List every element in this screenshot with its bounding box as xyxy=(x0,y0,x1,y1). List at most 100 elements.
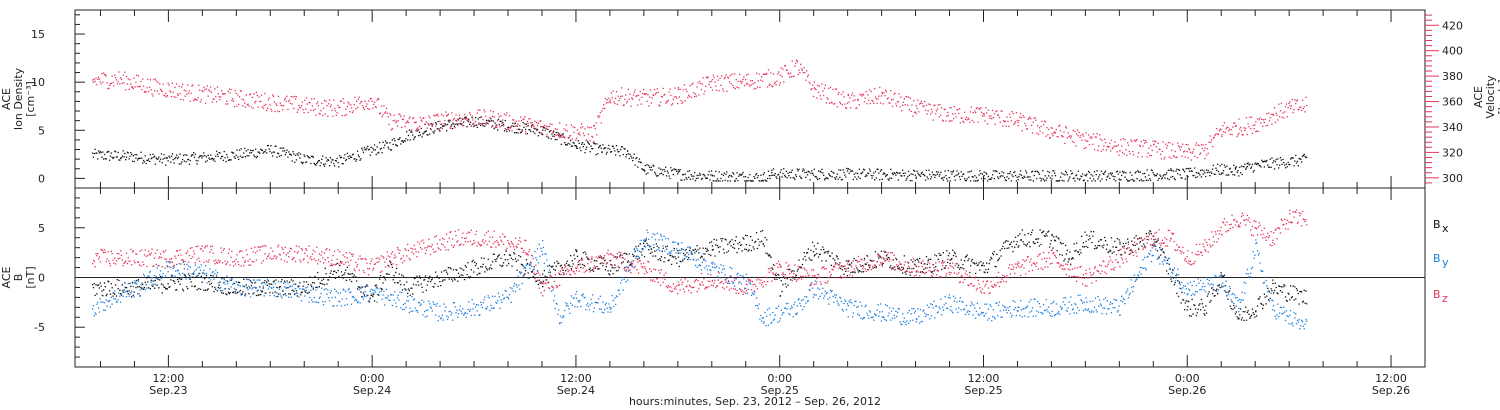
data-point xyxy=(768,84,770,86)
data-point xyxy=(1291,98,1293,101)
data-point xyxy=(149,270,151,272)
data-point xyxy=(408,129,410,131)
data-point xyxy=(293,107,295,110)
data-point xyxy=(1037,133,1040,136)
data-point xyxy=(256,94,258,97)
data-point xyxy=(485,115,487,117)
data-point xyxy=(109,82,112,85)
data-point xyxy=(909,97,911,99)
data-point xyxy=(101,290,103,292)
data-point xyxy=(633,91,635,93)
data-point xyxy=(1237,170,1239,172)
data-point xyxy=(464,118,466,120)
data-point xyxy=(973,262,975,264)
data-point xyxy=(644,240,646,242)
data-point xyxy=(1247,162,1249,164)
data-point xyxy=(177,280,179,283)
data-point xyxy=(1298,157,1300,160)
data-point xyxy=(975,107,978,109)
data-point xyxy=(799,72,801,74)
data-point xyxy=(558,262,560,264)
data-point xyxy=(646,164,648,166)
data-point xyxy=(884,95,886,97)
data-point xyxy=(393,138,395,140)
data-point xyxy=(275,279,277,281)
data-point xyxy=(728,174,731,177)
data-point xyxy=(429,281,432,283)
data-point xyxy=(128,158,130,160)
data-point xyxy=(101,156,103,158)
data-point xyxy=(172,91,174,93)
data-point xyxy=(1122,172,1124,174)
data-point xyxy=(520,271,523,274)
data-point xyxy=(370,288,372,290)
data-point xyxy=(230,159,232,161)
data-point xyxy=(1274,121,1276,123)
data-point xyxy=(1105,179,1108,181)
data-point xyxy=(707,76,709,78)
data-point xyxy=(1037,238,1040,240)
data-point xyxy=(294,98,297,100)
top-left-axis-title-line: [cm⁻³] xyxy=(24,81,37,117)
data-point xyxy=(190,92,192,95)
data-point xyxy=(1166,147,1168,149)
data-point xyxy=(553,262,556,264)
data-point xyxy=(440,113,443,116)
data-point xyxy=(980,172,982,175)
data-point xyxy=(560,143,562,145)
data-point xyxy=(1228,168,1231,170)
data-point xyxy=(1051,235,1053,237)
data-point xyxy=(739,174,742,176)
data-point xyxy=(1152,235,1154,237)
data-point xyxy=(256,155,258,157)
data-point xyxy=(908,109,911,111)
data-point xyxy=(238,96,241,98)
data-point xyxy=(972,176,974,178)
data-point xyxy=(254,282,256,284)
data-point xyxy=(285,100,287,102)
data-point xyxy=(473,303,475,305)
data-point xyxy=(674,87,676,89)
data-point xyxy=(810,88,812,91)
data-point xyxy=(1229,133,1231,135)
data-point xyxy=(407,134,410,137)
data-point xyxy=(363,146,365,149)
data-point xyxy=(624,148,626,150)
data-point xyxy=(1222,172,1224,174)
data-point xyxy=(677,252,680,254)
data-point xyxy=(99,81,101,83)
data-point xyxy=(1136,243,1138,245)
data-point xyxy=(774,81,776,83)
data-point xyxy=(334,270,336,272)
data-point xyxy=(1221,134,1223,136)
data-point xyxy=(621,95,624,97)
data-point xyxy=(166,157,168,159)
data-point xyxy=(551,266,553,268)
data-point xyxy=(1076,133,1078,135)
data-point xyxy=(779,74,781,76)
data-point xyxy=(165,157,168,159)
data-point xyxy=(917,99,919,101)
data-point xyxy=(957,109,959,111)
data-point xyxy=(422,314,424,316)
data-point xyxy=(305,287,307,289)
data-point xyxy=(834,259,836,261)
data-point xyxy=(354,96,356,98)
data-point xyxy=(379,148,382,150)
data-point xyxy=(656,88,658,90)
data-point xyxy=(514,122,517,124)
data-point xyxy=(1287,292,1289,294)
data-point xyxy=(214,88,216,90)
data-point xyxy=(606,262,608,264)
data-point xyxy=(391,139,393,141)
data-point xyxy=(1042,230,1045,232)
data-point xyxy=(250,152,253,154)
data-point xyxy=(687,96,689,99)
data-point xyxy=(463,121,465,123)
data-point xyxy=(142,288,145,290)
data-point xyxy=(710,241,713,243)
data-point xyxy=(1094,136,1096,138)
data-point xyxy=(484,111,486,113)
data-point xyxy=(845,107,848,110)
data-point xyxy=(862,264,864,267)
